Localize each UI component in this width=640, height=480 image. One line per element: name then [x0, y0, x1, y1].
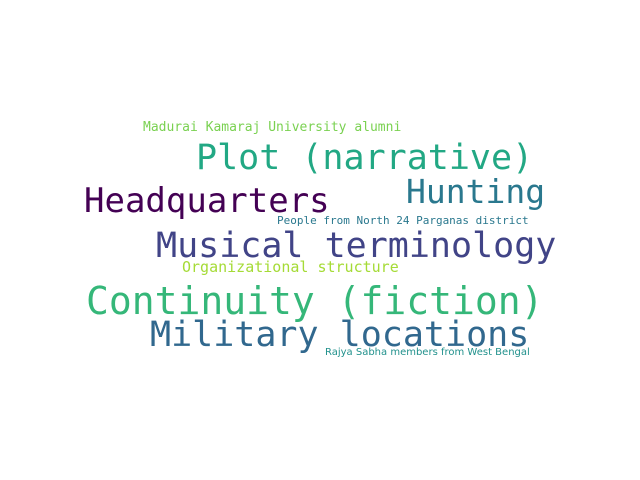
word-rajya-sabha-members: Rajya Sabha members from West Bengal — [325, 347, 530, 358]
word-musical-terminology: Musical terminology — [156, 226, 557, 266]
word-military-locations: Military locations — [150, 315, 530, 355]
word-hunting: Hunting — [406, 172, 546, 211]
word-organizational-structure: Organizational structure — [182, 258, 399, 276]
word-plot-narrative: Plot (narrative) — [196, 138, 534, 178]
word-madurai-kamaraj-university-alumni: Madurai Kamaraj University alumni — [143, 120, 402, 135]
word-people-from-north-24-parganas: People from North 24 Parganas district — [277, 214, 529, 227]
word-continuity-fiction: Continuity (fiction) — [86, 279, 544, 323]
word-headquarters: Headquarters — [84, 181, 330, 221]
